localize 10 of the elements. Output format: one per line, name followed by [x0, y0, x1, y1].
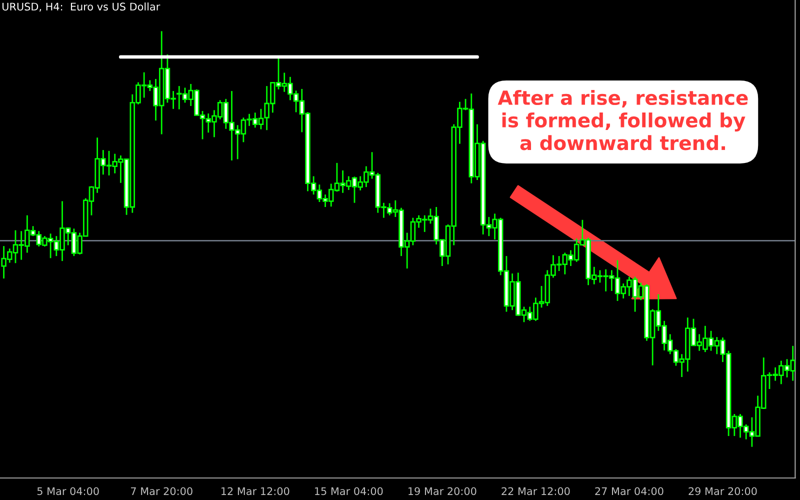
x-tick-label: 12 Mar 12:00: [222, 487, 290, 496]
x-tick-label: 19 Mar 20:00: [408, 487, 476, 496]
x-tick-label: 29 Mar 20:00: [688, 487, 757, 496]
chart-title: URUSD, H4: Euro vs US Dollar: [2, 2, 160, 12]
x-tick-label: 15 Mar 04:00: [315, 487, 383, 496]
x-tick-label: 5 Mar 04:00: [37, 487, 99, 496]
annotation: After a rise, resistance is formed, followed by a downward trend.: [498, 90, 748, 150]
x-tick-label: 7 Mar 20:00: [131, 487, 192, 496]
x-tick-label: 22 Mar 12:00: [502, 487, 570, 496]
x-tick-label: 27 Mar 04:00: [595, 487, 664, 496]
